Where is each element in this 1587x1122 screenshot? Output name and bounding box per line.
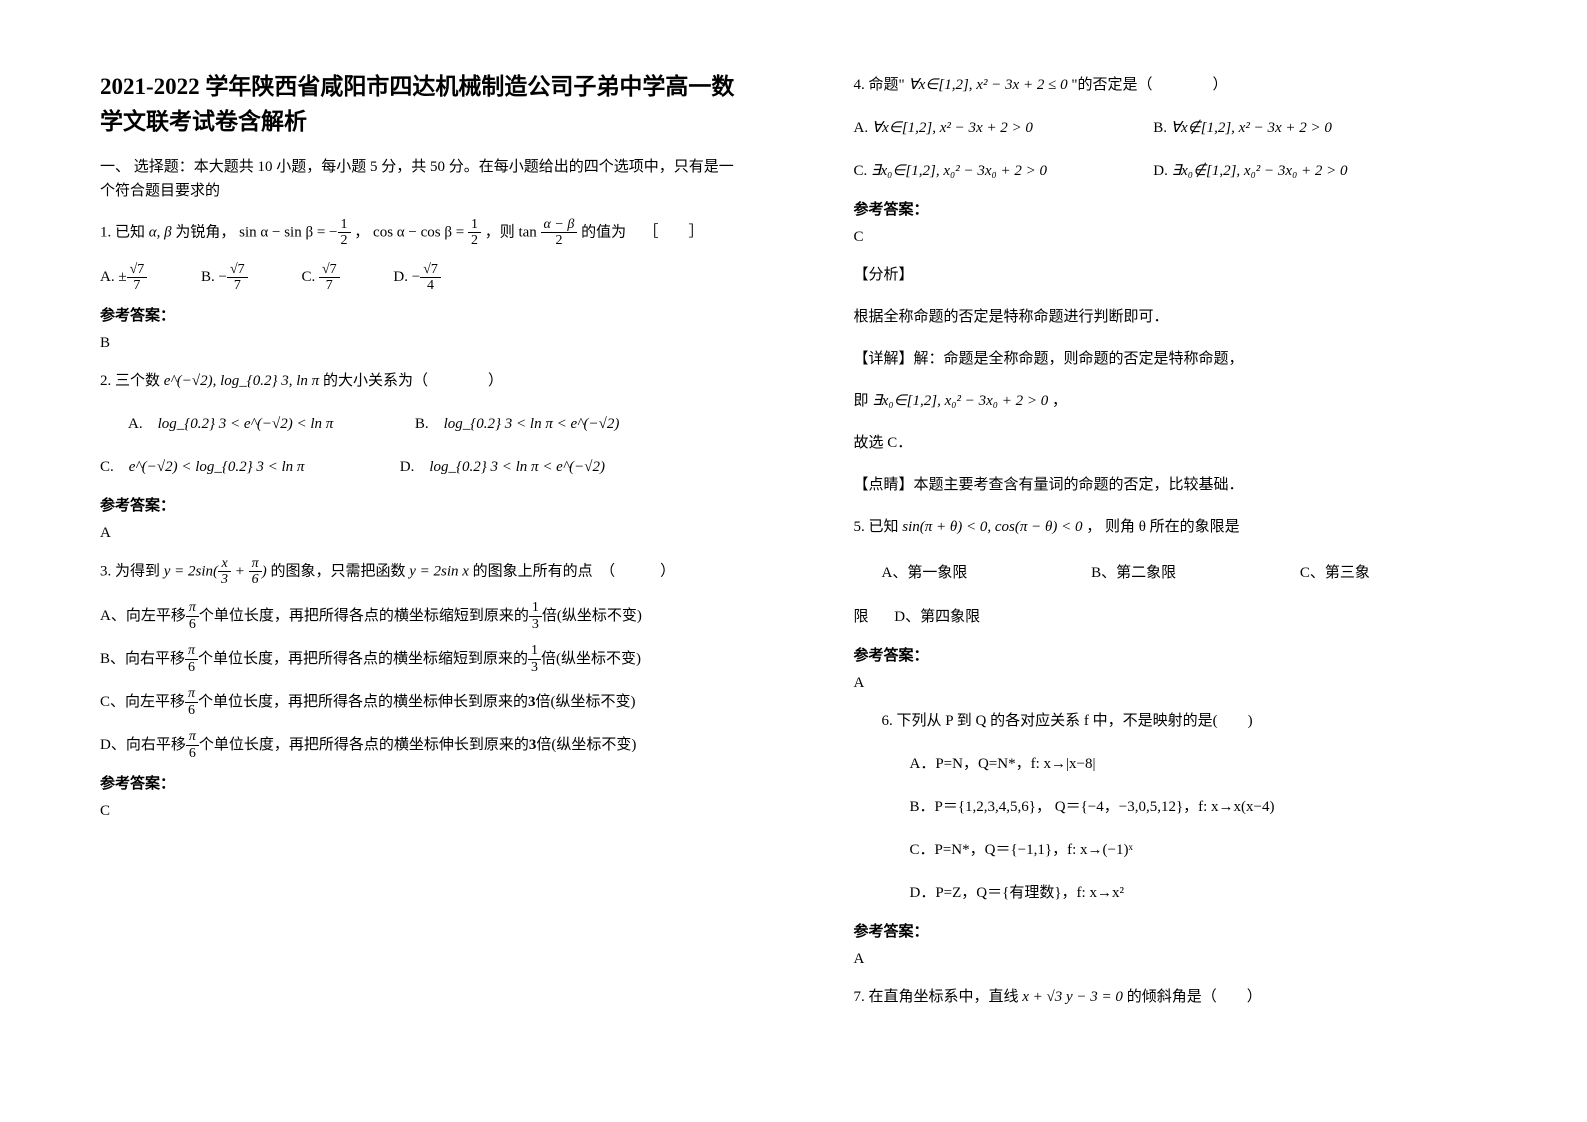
- q5-option-c: C、第三象: [1300, 555, 1370, 591]
- q5-answer-label: 参考答案：: [854, 644, 1498, 665]
- q5-options-line2: 限 D、第四象限: [854, 601, 1498, 634]
- q4-detail: 【详解】解：命题是全称命题，则命题的否定是特称命题，: [854, 344, 1498, 374]
- q4-options-row1: A. ∀x∈[1,2], x² − 3x + 2 > 0 B. ∀x∉[1,2]…: [854, 112, 1498, 145]
- q1-answer-label: 参考答案：: [100, 304, 744, 325]
- q5-line2-pre: 限: [854, 609, 869, 625]
- q3-option-b: B、向右平移π6个单位长度，再把所得各点的横坐标缩短到原来的13倍(纵坐标不变): [100, 643, 744, 676]
- q6-option-b: B．P＝{1,2,3,4,5,6}， Q＝{−4，−3,0,5,12}，f: x…: [910, 791, 1498, 824]
- q5-option-b: B、第二象限: [1091, 555, 1176, 591]
- q1-option-b: B. −√77: [201, 261, 248, 294]
- q5-option-d: D、第四象限: [894, 609, 980, 625]
- question-4: 4. 命题" ∀x∈[1,2], x² − 3x + 2 ≤ 0 "的否定是（ …: [854, 70, 1498, 100]
- q4-option-b: B. ∀x∉[1,2], x² − 3x + 2 > 0: [1153, 112, 1449, 145]
- q1-eq2: cos α − cos β = 12: [373, 217, 481, 249]
- q7-stem-end: 的倾斜角是（ ）: [1127, 989, 1262, 1005]
- q3-answer-label: 参考答案：: [100, 772, 744, 793]
- q2-option-d: D. log_{0.2} 3 < ln π < e^(−√2): [400, 451, 696, 484]
- q1-bracket: ［ ］: [643, 217, 703, 247]
- q7-stem-pre: 7. 在直角坐标系中，直线: [854, 989, 1019, 1005]
- q3-option-a: A、向左平移π6个单位长度，再把所得各点的横坐标缩短到原来的13倍(纵坐标不变): [100, 600, 744, 633]
- q4-option-c: C. ∃x₀∈[1,2], x₀² − 3x₀ + 2 > 0: [854, 155, 1150, 188]
- q3-f2: y = 2sin x: [409, 563, 469, 579]
- q6-option-c: C．P=N*，Q＝{−1,1}，f: x→(−1)ˣ: [910, 834, 1498, 867]
- q5-f1: sin(π + θ) < 0, cos(π − θ) < 0: [902, 519, 1082, 535]
- q6-options: A．P=N，Q=N*，f: x→|x−8| B．P＝{1,2,3,4,5,6}，…: [854, 748, 1498, 910]
- q2-option-a: A. log_{0.2} 3 < e^(−√2) < ln π: [128, 408, 411, 441]
- page-title: 2021-2022 学年陕西省咸阳市四达机械制造公司子弟中学高一数学文联考试卷含…: [100, 70, 744, 139]
- left-column: 2021-2022 学年陕西省咸阳市四达机械制造公司子弟中学高一数学文联考试卷含…: [100, 70, 744, 1024]
- question-6: 6. 下列从 P 到 Q 的各对应关系 f 中，不是映射的是( ): [854, 706, 1498, 736]
- q3-answer: C: [100, 803, 744, 820]
- q1-option-d: D. −√74: [393, 261, 441, 294]
- q1-eq3: tan α − β2: [518, 217, 577, 249]
- question-3: 3. 为得到 y = 2sin(x3 + π6) 的图象，只需把函数 y = 2…: [100, 556, 744, 588]
- q4-f1: ∀x∈[1,2], x² − 3x + 2 ≤ 0: [908, 77, 1067, 93]
- q5-stem-pre: 5. 已知: [854, 519, 899, 535]
- page-columns: 2021-2022 学年陕西省咸阳市四达机械制造公司子弟中学高一数学文联考试卷含…: [100, 70, 1497, 1024]
- question-1: 1. 已知 α, β 为锐角， sin α − sin β = −12 ， co…: [100, 217, 744, 249]
- q5-option-a: A、第一象限: [854, 555, 968, 591]
- q3-option-d: D、向右平移π6个单位长度，再把所得各点的横坐标伸长到原来的3倍(纵坐标不变): [100, 729, 744, 762]
- q2-options-row1: A. log_{0.2} 3 < e^(−√2) < ln π B. log_{…: [100, 408, 744, 441]
- q2-option-b: B. log_{0.2} 3 < ln π < e^(−√2): [415, 408, 698, 441]
- q1-stem-mid2: ，: [354, 224, 369, 240]
- q3-option-c: C、向左平移π6个单位长度，再把所得各点的横坐标伸长到原来的3倍(纵坐标不变): [100, 686, 744, 719]
- q7-f1: x + √3 y − 3 = 0: [1022, 989, 1123, 1005]
- q6-option-d: D．P=Z，Q＝{有理数}，f: x→x²: [910, 877, 1498, 910]
- q1-stem-mid1: 为锐角，: [175, 224, 235, 240]
- q4-stem-pre: 4. 命题": [854, 77, 905, 93]
- q3-stem-pre: 3. 为得到: [100, 563, 160, 579]
- section-1-heading: 一、 选择题：本大题共 10 小题，每小题 5 分，共 50 分。在每小题给出的…: [100, 155, 744, 203]
- q6-answer-label: 参考答案：: [854, 920, 1498, 941]
- q5-options: A、第一象限 B、第二象限 C、第三象: [854, 554, 1498, 591]
- q1-stem-mid3: ，则: [485, 224, 515, 240]
- q1-option-a: A. ±√77: [100, 261, 147, 294]
- q1-alpha-beta: α, β: [149, 224, 172, 240]
- question-2: 2. 三个数 e^(−√2), log_{0.2} 3, ln π 的大小关系为…: [100, 366, 744, 396]
- q3-stem-mid: 的图象，只需把函数: [270, 563, 405, 579]
- q5-stem-end: ， 则角 θ 所在的象限是: [1086, 519, 1239, 535]
- q4-so: 故选 C．: [854, 428, 1498, 458]
- q4-stem-end: "的否定是（ ）: [1071, 77, 1227, 93]
- q2-stem-pre: 2. 三个数: [100, 373, 160, 389]
- q4-option-a: A. ∀x∈[1,2], x² − 3x + 2 > 0: [854, 112, 1150, 145]
- question-7: 7. 在直角坐标系中，直线 x + √3 y − 3 = 0 的倾斜角是（ ）: [854, 982, 1498, 1012]
- q6-answer: A: [854, 951, 1498, 968]
- q5-answer: A: [854, 675, 1498, 692]
- q2-expr: e^(−√2), log_{0.2} 3, ln π: [164, 373, 319, 389]
- q6-option-a: A．P=N，Q=N*，f: x→|x−8|: [910, 748, 1498, 781]
- right-column: 4. 命题" ∀x∈[1,2], x² − 3x + 2 ≤ 0 "的否定是（ …: [854, 70, 1498, 1024]
- q4-answer: C: [854, 229, 1498, 246]
- q1-stem-end: 的值为: [581, 224, 626, 240]
- q2-option-c: C. e^(−√2) < log_{0.2} 3 < ln π: [100, 451, 396, 484]
- q4-analysis-label: 【分析】: [854, 260, 1498, 290]
- q1-stem-pre: 1. 已知: [100, 224, 145, 240]
- q4-note: 【点睛】本题主要考查含有量词的命题的否定，比较基础．: [854, 470, 1498, 500]
- q1-eq1: sin α − sin β = −12: [239, 217, 350, 249]
- q4-answer-label: 参考答案：: [854, 198, 1498, 219]
- q3-stem-end: 的图象上所有的点 （ ）: [473, 563, 676, 579]
- q4-analysis: 根据全称命题的否定是特称命题进行判断即可．: [854, 302, 1498, 332]
- question-5: 5. 已知 sin(π + θ) < 0, cos(π − θ) < 0 ， 则…: [854, 512, 1498, 542]
- q2-stem-end: 的大小关系为（ ）: [323, 373, 503, 389]
- q2-answer-label: 参考答案：: [100, 494, 744, 515]
- q4-option-d: D. ∃x₀∉[1,2], x₀² − 3x₀ + 2 > 0: [1153, 155, 1449, 188]
- q4-ji-line: 即 ∃x₀∈[1,2], x₀² − 3x₀ + 2 > 0 ，: [854, 386, 1498, 416]
- q3-options: A、向左平移π6个单位长度，再把所得各点的横坐标缩短到原来的13倍(纵坐标不变)…: [100, 600, 744, 762]
- q4-options-row2: C. ∃x₀∈[1,2], x₀² − 3x₀ + 2 > 0 D. ∃x₀∉[…: [854, 155, 1498, 188]
- q2-options-row2: C. e^(−√2) < log_{0.2} 3 < ln π D. log_{…: [100, 451, 744, 484]
- q1-option-c: C. √77: [301, 261, 339, 294]
- q1-answer: B: [100, 335, 744, 352]
- q2-answer: A: [100, 525, 744, 542]
- q3-f1: y = 2sin(x3 + π6): [164, 556, 267, 588]
- q1-options: A. ±√77 B. −√77 C. √77 D. −√74: [100, 261, 744, 294]
